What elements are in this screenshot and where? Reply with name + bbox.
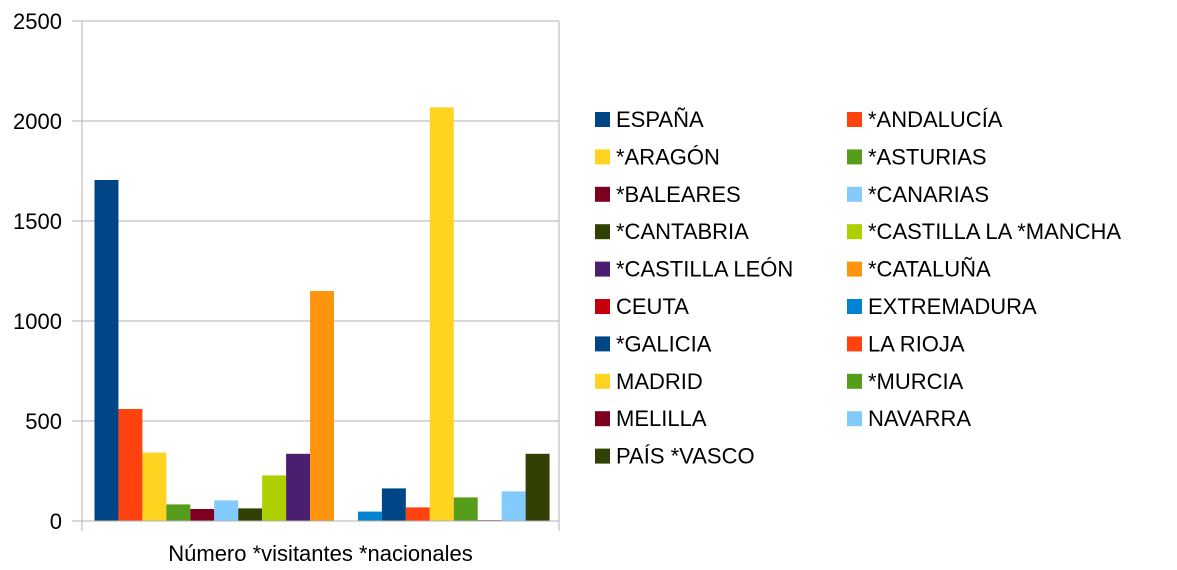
y-tick-label: 2500 [13, 9, 62, 34]
legend-label: *ANDALUCÍA [868, 107, 1003, 132]
bar [238, 508, 263, 521]
legend-label: *CASTILLA LEÓN [616, 257, 793, 282]
bar [453, 497, 478, 521]
bar [525, 453, 550, 521]
legend-swatch [595, 261, 610, 277]
bar [142, 452, 167, 521]
bar [94, 180, 119, 521]
legend-swatch [847, 224, 862, 240]
legend-swatch [847, 336, 862, 352]
legend-label: *ARAGÓN [616, 144, 720, 169]
y-tick-label: 500 [25, 409, 62, 434]
bar [214, 500, 239, 521]
legend-swatch [595, 224, 610, 240]
legend-swatch [595, 112, 610, 127]
legend-swatch [847, 411, 862, 427]
bar [118, 409, 143, 521]
bar [166, 504, 191, 521]
bar [286, 453, 311, 521]
legend-swatch [847, 112, 862, 127]
legend-swatch [847, 186, 862, 202]
legend-swatch [847, 373, 862, 389]
y-tick-labels: 0 500 1000 1500 2000 2500 [13, 9, 62, 534]
legend-label: LA RIOJA [868, 331, 965, 356]
bar [190, 509, 215, 521]
legend-label: *GALICIA [616, 331, 712, 356]
legend-label: MELILLA [616, 406, 707, 431]
bar [262, 475, 287, 521]
legend-label: PAÍS *VASCO [616, 444, 755, 469]
legend-label: MADRID [616, 369, 703, 394]
legend-swatch [847, 261, 862, 277]
x-category-label: Número *visitantes *nacionales [168, 541, 473, 566]
legend-swatch [847, 149, 862, 165]
legend-swatch [595, 448, 610, 464]
y-tick-label: 1000 [13, 309, 62, 334]
legend-label: *CANTABRIA [616, 219, 749, 244]
y-tick-label: 1500 [13, 209, 62, 234]
legend-label: CEUTA [616, 294, 689, 319]
legend-label: *MURCIA [868, 369, 964, 394]
bar [357, 511, 382, 521]
legend-label: *ASTURIAS [868, 144, 987, 169]
legend-label: ESPAÑA [616, 107, 704, 132]
legend-swatch [595, 149, 610, 165]
bar [429, 107, 454, 522]
legend-label: *BALEARES [616, 182, 741, 207]
legend-swatch [595, 336, 610, 352]
bar [310, 291, 334, 521]
legend-swatch [847, 299, 862, 314]
bar [501, 491, 526, 521]
legend-label: NAVARRA [868, 406, 971, 431]
y-tick-label: 0 [50, 509, 62, 534]
legend: ESPAÑA *ANDALUCÍA *ARAGÓN *ASTURIAS *BALEARE… [595, 107, 1121, 469]
y-tick-label: 2000 [13, 109, 62, 134]
bar [381, 488, 406, 521]
legend-label: *CANARIAS [868, 182, 989, 207]
legend-swatch [595, 411, 610, 427]
legend-label: *CASTILLA LA *MANCHA [868, 219, 1121, 244]
bars [94, 107, 550, 522]
legend-label: EXTREMADURA [868, 294, 1037, 319]
axes [81, 21, 560, 531]
legend-swatch [595, 373, 610, 389]
legend-label: *CATALUÑA [868, 257, 991, 282]
bar [405, 507, 430, 521]
legend-swatch [595, 186, 610, 202]
legend-swatch [595, 299, 610, 314]
